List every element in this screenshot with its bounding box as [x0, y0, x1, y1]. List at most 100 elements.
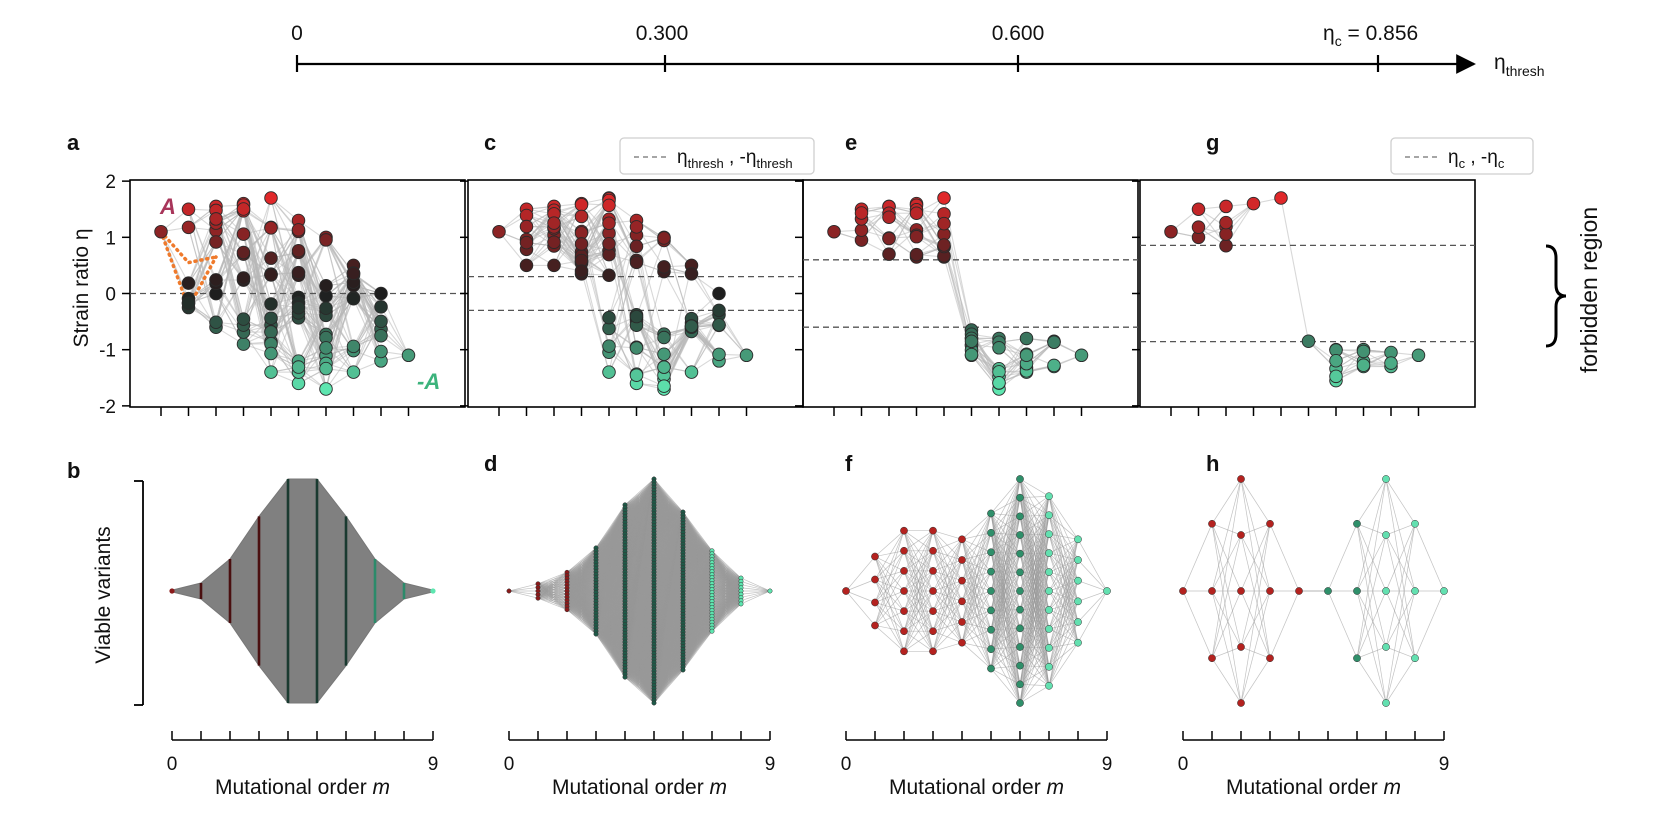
eta-value: = 0.856	[1342, 22, 1418, 45]
transition-edge	[608, 262, 638, 353]
variant-node	[602, 365, 616, 379]
eta-subscript: c	[1459, 156, 1466, 171]
legend-thresh-label: ηthresh , -ηthresh	[677, 147, 793, 171]
variant-node	[236, 202, 251, 216]
variant-node	[291, 223, 306, 237]
variant-node	[291, 301, 306, 315]
strain-panel-a: 210-1-2	[99, 172, 466, 418]
variant-node	[374, 286, 388, 301]
transition-edge	[243, 208, 272, 259]
variant-node	[574, 197, 589, 212]
transition-edge	[508, 590, 539, 595]
panel-label-h: h	[1206, 451, 1219, 476]
variant-node	[1219, 227, 1233, 241]
panel-label-b: b	[67, 458, 80, 483]
variant-node	[1074, 348, 1089, 363]
transition-edge	[243, 252, 272, 305]
variant-node	[882, 231, 896, 246]
node-layer	[492, 191, 754, 396]
variant-node	[882, 247, 896, 261]
transition-edge	[243, 331, 272, 373]
variant-node	[264, 221, 278, 235]
node-layer	[154, 191, 416, 396]
transition-edge	[270, 257, 299, 298]
transition-edge	[270, 274, 299, 319]
legend-critical: ηc , -ηc	[1390, 137, 1534, 175]
variant-node	[629, 341, 644, 355]
variant-node	[629, 368, 644, 382]
variant-node	[657, 347, 671, 362]
threshold-tick-label: 0.300	[636, 22, 689, 45]
eta-subscript: c	[1498, 156, 1505, 171]
variant-node	[209, 235, 223, 249]
variant-node	[629, 220, 644, 234]
variant-node	[1219, 238, 1233, 253]
forbidden-region: forbidden region	[1545, 207, 1602, 373]
variant-node	[574, 209, 589, 224]
legend-thresh: ηthresh , -ηthresh	[619, 137, 815, 175]
variant-node	[629, 239, 644, 254]
variant-node	[264, 365, 278, 379]
variant-node	[291, 265, 306, 280]
variant-node	[657, 231, 671, 245]
variant-node	[374, 300, 388, 314]
forbidden-region-label: forbidden region	[1576, 207, 1602, 373]
transition-edge	[498, 231, 527, 266]
eta-subscript: thresh	[688, 156, 724, 171]
transition-edge	[691, 325, 720, 373]
forbidden-brace	[1545, 244, 1567, 348]
x-tick-label: 0	[167, 754, 178, 775]
transition-edge	[508, 587, 539, 592]
y-axis-label-viable: Viable variants	[92, 526, 115, 663]
variant-node	[657, 260, 671, 274]
variant-node	[712, 286, 726, 301]
transition-edge	[298, 229, 327, 286]
variant-node	[854, 206, 869, 220]
variant-node	[909, 206, 924, 220]
edge-layer	[508, 478, 771, 704]
variant-node	[319, 278, 333, 293]
variant-node	[1219, 215, 1233, 230]
variant-node	[519, 258, 534, 273]
y-tick-label: 0	[105, 285, 116, 306]
variant-node	[264, 268, 278, 282]
plot-frame	[1139, 179, 1476, 408]
variant-node	[1191, 202, 1206, 216]
variant-node	[264, 191, 278, 205]
variant-node	[291, 244, 306, 258]
variant-node	[154, 224, 168, 239]
variant-node	[937, 191, 951, 205]
y-tick-label: 2	[105, 172, 116, 193]
variant-node	[319, 233, 333, 247]
eta-symbol: η	[1323, 22, 1335, 45]
panel-label-e: e	[845, 130, 857, 155]
threshold-axis: 0 0.300 0.600 ηc = 0.856 ηthresh	[291, 22, 1544, 79]
variant-node	[1301, 334, 1316, 349]
variant-node	[992, 376, 1006, 390]
variant-node	[602, 216, 616, 230]
transition-edge	[187, 227, 217, 328]
variant-node	[684, 267, 699, 281]
variant-node	[574, 264, 589, 278]
transition-edge	[270, 274, 300, 368]
transition-edge	[270, 227, 299, 273]
variant-node	[629, 309, 644, 324]
eta-symbol: η	[1494, 51, 1506, 74]
transition-edge	[242, 208, 272, 276]
variant-node	[1411, 348, 1426, 363]
variant-node	[712, 303, 726, 318]
transition-edge	[508, 583, 539, 592]
transition-edge	[270, 227, 300, 373]
x-tick-label: 9	[428, 754, 439, 775]
variant-node	[169, 588, 175, 594]
variant-node	[1384, 356, 1398, 370]
y-tick-label: 1	[105, 228, 116, 249]
x-tick-label: 0	[504, 754, 515, 775]
variant-node	[519, 219, 534, 234]
variant-node	[291, 360, 306, 374]
variant-node	[909, 247, 924, 262]
variant-node	[319, 361, 333, 376]
variant-node	[209, 273, 223, 287]
variant-node	[1274, 191, 1288, 205]
variant-node	[319, 341, 333, 355]
